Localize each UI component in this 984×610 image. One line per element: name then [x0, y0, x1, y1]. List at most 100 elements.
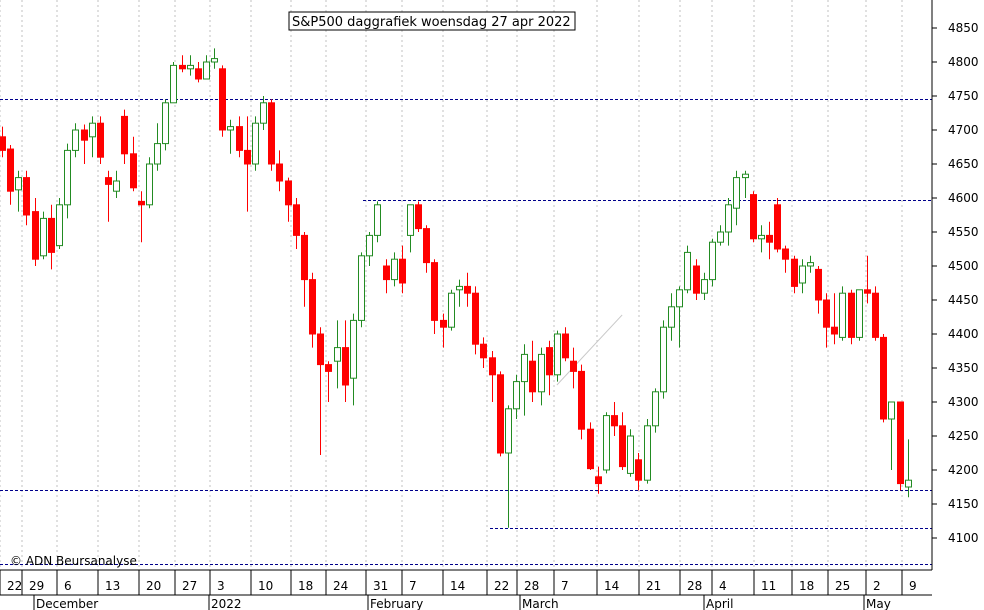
candle-down — [529, 340, 536, 402]
candle-up — [888, 401, 895, 470]
y-tick-label: 4650 — [948, 157, 979, 171]
x-day-label: 14 — [604, 579, 619, 593]
candle-body — [366, 234, 373, 257]
candle-body — [219, 68, 226, 131]
grid-layer — [0, 0, 903, 570]
x-day-label: 11 — [761, 579, 776, 593]
candle-body — [399, 258, 406, 284]
x-day-label: 2 — [873, 579, 881, 593]
candle-body — [15, 177, 22, 191]
candle-down — [268, 99, 275, 171]
candle-body — [358, 255, 365, 321]
candle-down — [815, 266, 822, 314]
candle-body — [113, 180, 120, 192]
candle-down — [121, 109, 128, 164]
candle-up — [350, 313, 357, 406]
candle-down — [105, 170, 112, 222]
candle-body — [774, 204, 781, 250]
candle-body — [872, 292, 879, 338]
candle-down — [578, 364, 585, 440]
candle-up — [742, 170, 749, 198]
candle-body — [72, 129, 79, 151]
x-month-label: February — [370, 597, 423, 610]
candle-down — [546, 340, 553, 396]
candle-body — [195, 68, 202, 80]
candle-body — [856, 289, 863, 338]
y-tick-label: 4250 — [948, 429, 979, 443]
candle-body — [864, 289, 871, 294]
candle-up — [64, 143, 71, 219]
candle-down — [880, 334, 887, 423]
x-day-label: 14 — [450, 579, 465, 593]
candle-up — [260, 96, 267, 130]
candle-up — [856, 289, 863, 341]
candle-body — [81, 129, 88, 141]
x-day-label: 22 — [7, 579, 22, 593]
candle-body — [839, 292, 846, 338]
candle-down — [897, 401, 904, 491]
candle-up — [684, 245, 691, 294]
candle-body — [342, 347, 349, 386]
x-day-label: 3 — [217, 579, 225, 593]
x-day-label: 10 — [258, 579, 273, 593]
candle-body — [40, 217, 47, 257]
candle-down — [301, 232, 308, 307]
candle-body — [684, 251, 691, 291]
candle-down — [309, 272, 316, 348]
candle-body — [815, 268, 822, 301]
candle-body — [146, 163, 153, 206]
candle-down — [570, 347, 577, 389]
y-axis: 4100 4150 4200 4250 4300 4350 4400 4450 4500 4550… — [932, 21, 979, 545]
candle-up — [374, 201, 381, 243]
candle-body — [578, 370, 585, 430]
candle-up — [113, 170, 120, 198]
candle-body — [546, 347, 553, 376]
candle-body — [513, 381, 520, 410]
candle-body — [570, 360, 577, 372]
candle-body — [652, 391, 659, 427]
candle-up — [603, 412, 610, 474]
candle-down — [244, 116, 251, 212]
candle-down — [325, 361, 332, 402]
candle-body — [766, 234, 773, 243]
candle-body — [89, 122, 96, 138]
candle-body — [693, 265, 700, 294]
candle-body — [538, 353, 545, 393]
candle-body — [644, 425, 651, 481]
candle-up — [407, 204, 414, 253]
candle-up — [448, 289, 455, 331]
candle-down — [619, 412, 626, 470]
candle-body — [285, 180, 292, 206]
candle-down — [611, 402, 618, 436]
candle-body — [325, 364, 332, 372]
candle-body — [32, 211, 39, 260]
candle-body — [660, 326, 667, 393]
y-tick-label: 4450 — [948, 293, 979, 307]
candle-body — [203, 61, 210, 80]
candle-body — [880, 336, 887, 420]
candle-down — [415, 201, 422, 232]
candle-body — [56, 204, 63, 247]
candle-body — [603, 415, 610, 471]
candle-body — [187, 64, 194, 70]
candle-body — [635, 459, 642, 481]
candle-up — [203, 55, 210, 80]
candles — [0, 48, 912, 528]
candle-body — [456, 285, 463, 291]
y-tick-label: 4100 — [948, 531, 979, 545]
candle-down — [293, 198, 300, 249]
candle-up — [644, 419, 651, 484]
candle-up — [554, 330, 561, 382]
candle-body — [848, 292, 855, 338]
candle-body — [227, 126, 234, 131]
candle-down — [497, 371, 504, 457]
candle-body — [423, 228, 430, 264]
trendline — [556, 314, 623, 386]
candle-body — [464, 285, 471, 294]
candle-up — [456, 279, 463, 307]
candle-up — [676, 286, 683, 348]
candle-body — [595, 476, 602, 485]
y-tick-label: 4350 — [948, 361, 979, 375]
